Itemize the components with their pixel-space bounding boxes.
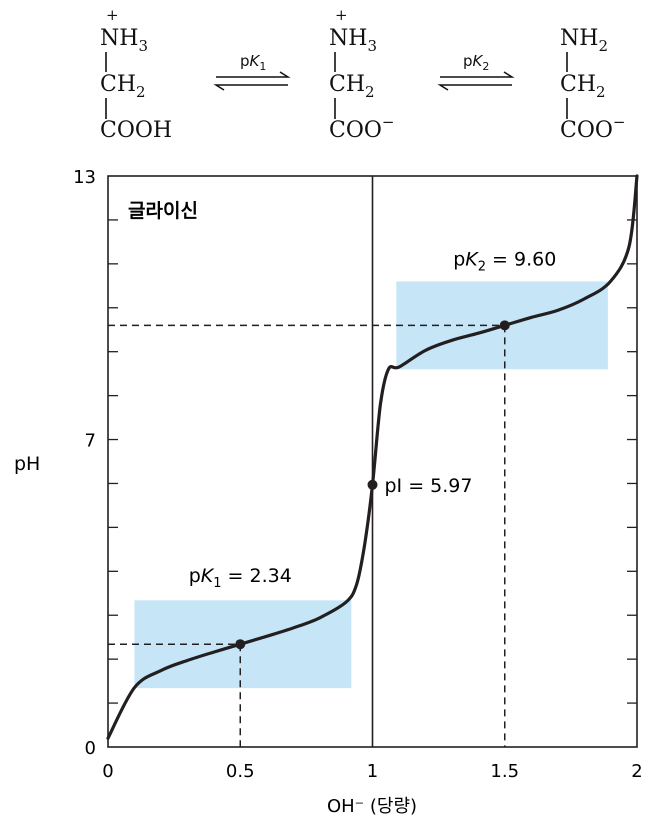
x-tick-labels: 0 0.5 1 1.5 2	[102, 761, 642, 782]
annotations: pK1 = 2.34 pI = 5.97 pK2 = 9.60	[189, 248, 557, 591]
key-points	[235, 320, 510, 650]
methylene-label: CH2	[100, 72, 146, 101]
x-tick-label: 0	[102, 761, 113, 782]
annotation-pk1: pK1 = 2.34	[189, 565, 292, 591]
guide-lines	[108, 324, 506, 747]
y-tick-label: 7	[85, 431, 96, 452]
chart-title: 글라이신	[128, 200, 198, 222]
carboxylate-label: COO−	[560, 113, 625, 143]
structure-zwitterion: + NH3 CH2 COO−	[329, 6, 394, 143]
titration-chart: 글라이신 pH OH⁻ (당량) 0 0.5 1 1.5 2 0 7 13 pK1 = 2.…	[14, 167, 643, 817]
positive-charge: +	[335, 6, 348, 24]
methylene-label: CH2	[560, 72, 606, 101]
structure-cationic: + NH3 CH2 COOH	[100, 6, 172, 143]
x-tick-label: 0.5	[226, 761, 255, 782]
tick-marks	[108, 219, 637, 704]
y-tick-label: 0	[85, 738, 96, 759]
x-tick-label: 1	[367, 761, 378, 782]
equilibrium-label-pk2: pK2	[463, 52, 489, 73]
titration-curve	[106, 174, 639, 740]
equilibrium-arrow-2: pK2	[437, 52, 515, 91]
point-pk1	[235, 639, 246, 650]
point-pi	[367, 479, 378, 490]
reaction-scheme: + NH3 CH2 COOH + NH3 CH2 COO− NH2 CH2 CO…	[100, 6, 625, 143]
plot-frame	[107, 175, 638, 748]
y-tick-labels: 0 7 13	[73, 167, 96, 759]
carboxylate-label: COO−	[329, 113, 394, 143]
y-tick-label: 13	[73, 167, 96, 188]
amino-group-label: NH2	[560, 26, 608, 55]
equilibrium-label-pk1: pK1	[240, 52, 266, 73]
y-axis-label: pH	[14, 453, 40, 475]
positive-charge: +	[106, 6, 119, 24]
x-tick-label: 1.5	[490, 761, 519, 782]
x-axis-label: OH⁻ (당량)	[327, 796, 417, 817]
annotation-pk2: pK2 = 9.60	[453, 248, 556, 274]
amino-group-label: NH3	[329, 26, 377, 55]
structure-anionic: NH2 CH2 COO−	[560, 26, 625, 143]
carboxyl-label: COOH	[100, 118, 172, 143]
point-pk2	[499, 320, 510, 331]
methylene-label: CH2	[329, 72, 375, 101]
annotation-pi: pI = 5.97	[385, 475, 473, 497]
x-tick-label: 2	[631, 761, 642, 782]
equilibrium-arrow-1: pK1	[213, 52, 291, 91]
amino-group-label: NH3	[100, 26, 148, 55]
